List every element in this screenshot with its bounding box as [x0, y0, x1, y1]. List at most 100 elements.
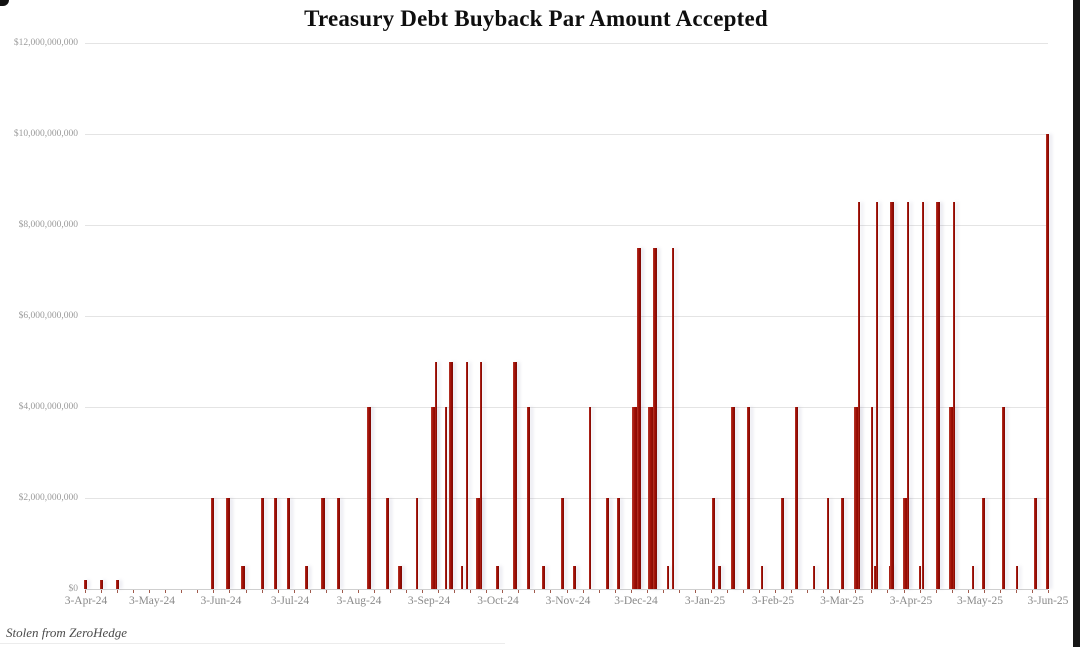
axis-tick [695, 590, 696, 593]
bar [632, 407, 638, 589]
bar [526, 407, 530, 589]
corner-artifact [0, 0, 9, 6]
gridline [85, 589, 1048, 590]
bar [589, 407, 591, 589]
bar [840, 498, 844, 589]
axis-tick [631, 590, 632, 593]
bar [304, 566, 308, 589]
bar [466, 361, 468, 589]
bar [398, 566, 402, 589]
bar [241, 566, 245, 589]
bar [672, 247, 674, 589]
axis-tick [262, 590, 263, 593]
axis-tick [887, 590, 888, 593]
axis-tick [342, 590, 343, 593]
bar [336, 498, 340, 589]
axis-tick [599, 590, 600, 593]
axis-tick [502, 590, 503, 593]
axis-tick [101, 590, 102, 593]
x-axis-label: 3-Jun-24 [200, 595, 242, 607]
y-axis-label: $10,000,000,000 [13, 129, 78, 139]
axis-tick [1048, 590, 1049, 593]
axis-tick [952, 590, 953, 593]
bar [321, 498, 325, 589]
x-axis-label: 3-Aug-24 [336, 595, 382, 607]
bar [794, 407, 798, 589]
y-axis-label: $2,000,000,000 [18, 493, 78, 503]
bar [461, 566, 463, 589]
bar [99, 579, 103, 589]
bar [430, 407, 436, 589]
bar [560, 498, 564, 589]
bar [1033, 498, 1037, 589]
axis-tick [534, 590, 535, 593]
bar [286, 498, 290, 589]
bar [813, 566, 815, 589]
y-axis-label: $12,000,000,000 [13, 38, 78, 48]
axis-tick [743, 590, 744, 593]
axis-tick [358, 590, 359, 593]
axis-tick [567, 590, 568, 593]
bar [936, 202, 940, 589]
axis-tick [823, 590, 824, 593]
axis-tick [213, 590, 214, 593]
bar [890, 202, 894, 589]
axis-tick [615, 590, 616, 593]
x-axis-label: 3-Sep-24 [407, 595, 451, 607]
gridline [85, 134, 1048, 135]
axis-tick [422, 590, 423, 593]
axis-tick [968, 590, 969, 593]
y-axis-label: $0 [68, 584, 79, 594]
bar [226, 498, 230, 589]
bar [648, 407, 654, 589]
gridline [85, 316, 1048, 317]
bar [1016, 566, 1018, 589]
axis-tick [133, 590, 134, 593]
bar [273, 498, 277, 589]
y-axis-label: $6,000,000,000 [18, 311, 78, 321]
axis-tick [775, 590, 776, 593]
axis-tick [920, 590, 921, 593]
bar [449, 361, 453, 589]
bottom-divider [0, 643, 505, 644]
axis-tick [181, 590, 182, 593]
axis-tick [791, 590, 792, 593]
bar [948, 407, 954, 589]
y-axis-label: $8,000,000,000 [18, 220, 78, 230]
axis-tick [470, 590, 471, 593]
axis-tick [583, 590, 584, 593]
gridline [85, 498, 1048, 499]
axis-tick [326, 590, 327, 593]
axis-tick [486, 590, 487, 593]
bar [541, 566, 545, 589]
x-axis-label: 3-Jul-24 [270, 595, 310, 607]
axis-tick [871, 590, 872, 593]
bar [115, 579, 119, 589]
gridline [85, 225, 1048, 226]
axis-tick [855, 590, 856, 593]
bar [637, 247, 641, 589]
axis-tick [759, 590, 760, 593]
bar [922, 202, 924, 589]
axis-tick [197, 590, 198, 593]
axis-tick [278, 590, 279, 593]
bar [919, 566, 921, 589]
bar [513, 361, 517, 589]
x-axis-label: 3-Feb-25 [751, 595, 795, 607]
axis-tick [1016, 590, 1017, 593]
bar [210, 498, 214, 589]
axis-tick [984, 590, 985, 593]
bar [475, 498, 481, 589]
bar [902, 498, 908, 589]
axis-tick [1032, 590, 1033, 593]
bar [260, 498, 264, 589]
y-axis-label: $4,000,000,000 [18, 402, 78, 412]
axis-tick [1000, 590, 1001, 593]
watermark-credit: Stolen from ZeroHedge [6, 625, 128, 640]
axis-tick [294, 590, 295, 593]
axis-tick [117, 590, 118, 593]
axis-tick [679, 590, 680, 593]
bar [435, 361, 437, 589]
x-axis-label: 3-Jun-25 [1027, 595, 1069, 607]
bar [761, 566, 763, 589]
